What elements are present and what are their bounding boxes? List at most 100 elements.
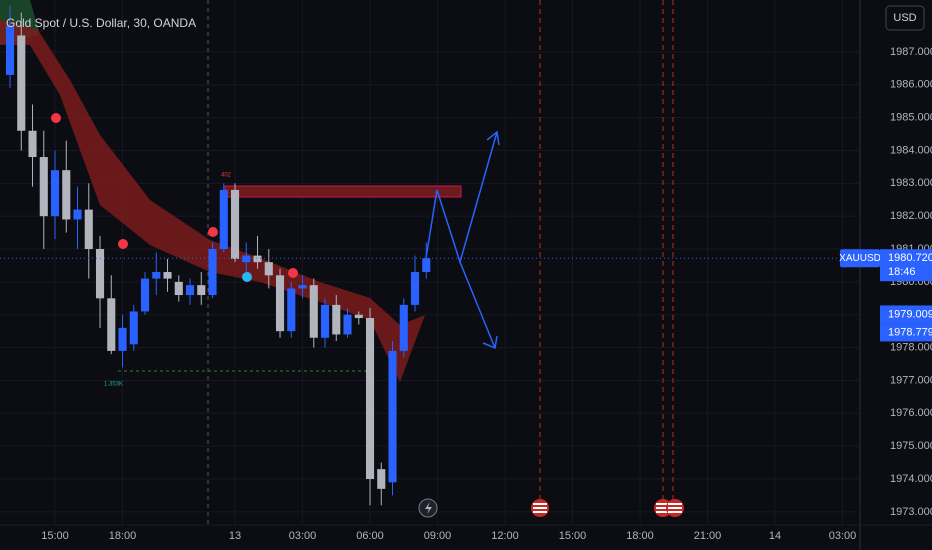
last-price-label: 1980.720	[888, 252, 932, 264]
arrow-head	[486, 130, 500, 146]
zone	[224, 185, 462, 198]
x-tick-label: 13	[229, 530, 241, 542]
flag-stripe	[668, 507, 682, 509]
x-tick-label: 03:00	[289, 530, 317, 542]
y-tick-label: 1973.000	[890, 506, 932, 518]
x-tick-label: 14	[769, 530, 781, 542]
event-icon[interactable]	[531, 499, 549, 517]
currency-button[interactable]	[885, 5, 925, 31]
price-labels: XAUUSD 1980.720 18:46 1979.009 1978.779	[0, 249, 932, 342]
candle-body	[365, 318, 375, 480]
flag-stripe	[533, 503, 547, 505]
candle-body	[107, 298, 116, 351]
signal-dot	[208, 227, 218, 237]
flag-stripe	[656, 511, 670, 513]
candle-body	[152, 272, 161, 279]
candle-body	[332, 304, 341, 335]
candle-body	[17, 35, 26, 131]
candle-body	[343, 314, 352, 335]
candle-body	[163, 272, 172, 279]
candle-body	[95, 249, 105, 299]
symbol-tag	[840, 249, 880, 268]
chart-title: Gold Spot / U.S. Dollar, 30, OANDA	[6, 16, 196, 30]
flag-stripe	[533, 507, 547, 509]
signal-dot	[118, 239, 128, 249]
projection-arrow	[459, 261, 496, 349]
y-tick-label: 1978.000	[890, 341, 932, 353]
x-axis: 1973.000 1974.000 1975.000 1976.000 1977.000…	[41, 46, 932, 542]
indicator-ribbon	[0, 20, 425, 382]
candle-body	[410, 272, 420, 305]
candle-body	[185, 285, 195, 296]
y-tick-label: 1987.000	[890, 46, 932, 58]
arrow-head	[482, 335, 498, 350]
flag-stripe	[533, 511, 547, 513]
candle-body	[287, 288, 296, 332]
x-tick-label: 06:00	[356, 530, 384, 542]
candle-body	[219, 189, 228, 250]
signal-dot	[288, 268, 298, 278]
candle-body	[118, 327, 127, 351]
x-tick-label: 15:00	[559, 530, 587, 542]
y-tick-label: 1975.000	[890, 440, 932, 452]
candle-body	[28, 130, 37, 158]
candle-body	[84, 209, 93, 250]
candle-body	[275, 275, 285, 332]
countdown-label: 18:46	[888, 266, 916, 278]
candle-body	[50, 170, 60, 217]
candle-body	[197, 285, 206, 296]
event-icon[interactable]	[666, 499, 684, 517]
candle-body	[399, 304, 408, 351]
level-label: 1979.009	[888, 308, 932, 320]
candle-body	[264, 262, 273, 276]
y-tick-label: 1977.000	[890, 374, 932, 386]
x-tick-label: 21:00	[694, 530, 722, 542]
candle-body	[230, 189, 240, 259]
y-tick-label: 1986.000	[890, 79, 932, 91]
volume-label: 1.353K	[104, 382, 123, 388]
candle-body	[208, 249, 217, 296]
y-tick-label: 1984.000	[890, 144, 932, 156]
candle-body	[242, 255, 251, 263]
projection-arrow	[425, 131, 498, 265]
candle-body	[5, 25, 15, 75]
currency-label: USD	[893, 12, 916, 24]
candle-body	[388, 350, 397, 483]
x-tick-label: 15:00	[41, 530, 69, 542]
level-label: 1978.779	[888, 326, 932, 338]
x-tick-label: 18:00	[626, 530, 654, 542]
y-tick-label: 1983.000	[890, 177, 932, 189]
level-tag	[880, 305, 932, 324]
candle-body	[422, 258, 431, 273]
candle-body	[174, 281, 183, 296]
x-tick-label: 12:00	[491, 530, 519, 542]
symbol-label: XAUUSD	[839, 253, 881, 264]
x-tick-label: 18:00	[109, 530, 137, 542]
count-label: 402	[221, 173, 232, 179]
signal-dot	[51, 113, 61, 123]
y-tick-label: 1976.000	[890, 407, 932, 419]
y-tick-label: 1974.000	[890, 473, 932, 485]
candle-body	[253, 255, 262, 263]
flag-stripe	[656, 507, 670, 509]
level-tag	[880, 323, 932, 342]
candle-body	[73, 209, 82, 220]
candles	[5, 5, 431, 506]
candle-body	[39, 157, 48, 217]
x-tick-label: 09:00	[424, 530, 452, 542]
candle-body	[354, 314, 363, 319]
candle-body	[62, 170, 71, 220]
event-icon-glyph	[425, 502, 432, 514]
flag-stripe	[668, 511, 682, 513]
candle-body	[140, 278, 150, 312]
flag-stripe	[668, 503, 682, 505]
candle-body	[320, 304, 330, 338]
y-tick-label: 1985.000	[890, 112, 932, 124]
flag-stripe	[656, 503, 670, 505]
candle-body	[129, 311, 138, 345]
last-price-tag	[880, 249, 932, 282]
candle-body	[377, 469, 386, 489]
candle-body	[309, 285, 318, 338]
signal-dot	[242, 272, 252, 282]
